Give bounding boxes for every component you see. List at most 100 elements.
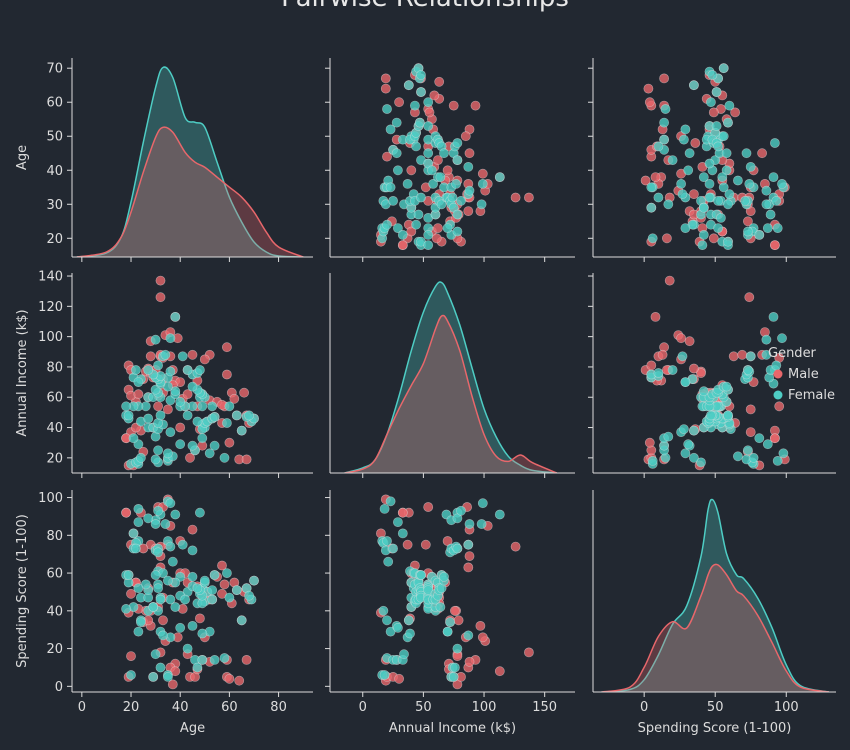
point-female-97 [150,519,161,529]
point-female-97 [761,334,772,345]
y-axis-label-spending-score-1-100: Spending Score (1-100) [15,514,30,668]
point-female-48 [416,570,426,580]
point-female-47 [244,590,254,601]
point-female-38 [413,209,424,220]
point-female-56 [207,401,218,412]
point-female-33 [724,100,735,111]
point-female-87 [165,366,176,377]
point-female-79 [740,195,750,206]
point-female-14 [388,195,398,206]
y-axis-label-age: Age [15,145,30,170]
point-female-43 [414,117,425,128]
point-male-58 [689,189,699,199]
point-male-64 [121,507,131,518]
point-female-96 [464,185,475,196]
point-female-23 [236,615,247,626]
point-male-16 [162,404,173,415]
point-male-10 [524,647,534,658]
point-female-35 [411,141,421,152]
point-female-46 [182,410,193,421]
point-male-10 [664,275,675,286]
point-female-47 [244,410,254,421]
point-male-14 [382,151,392,162]
kde-fill-male-annual-income-k [344,315,557,473]
point-female-22 [165,427,176,437]
point-female-91 [452,155,463,165]
point-female-96 [160,349,171,360]
y-tick-label: 100 [38,491,63,506]
point-male-73 [644,97,655,108]
point-female-71 [170,602,181,612]
point-female-92 [456,195,466,206]
point-female-95 [133,377,144,387]
point-female-21 [399,649,409,660]
point-male-24 [434,76,445,87]
point-male-3 [380,73,391,84]
point-female-51 [423,148,434,159]
point-female-48 [723,410,733,421]
point-female-60 [175,396,186,407]
point-male-30 [448,100,459,111]
point-female-95 [133,626,144,637]
y-tick-label: 20 [46,451,63,466]
point-female-71 [698,172,709,182]
x-tick-label: 60 [221,700,238,715]
point-male-8 [167,679,178,690]
point-female-44 [231,585,242,595]
point-female-55 [423,229,434,240]
point-female-18 [762,223,773,233]
point-male-60 [684,336,695,347]
point-female-14 [743,445,753,456]
point-female-0 [647,233,658,244]
point-female-9 [689,452,699,463]
point-female-94 [677,189,688,199]
point-female-20 [128,433,139,444]
point-female-53 [713,223,723,233]
point-female-58 [197,401,208,412]
x-tick-label: 50 [707,700,724,715]
point-female-83 [653,192,664,203]
kde-fill-male-age [76,127,304,257]
point-male-5 [690,138,701,148]
panel-annual-income-k-vs-age: 20 40 60 80 100 120 140 Annual Income (k$) [15,270,313,478]
point-female-35 [192,416,203,427]
point-female-88 [452,226,463,237]
kde-fill-male-spending-score-1-100 [601,564,829,692]
point-female-97 [761,199,772,210]
point-male-63 [464,551,475,561]
y-tick-label: 70 [46,62,63,77]
point-male-6 [175,422,186,433]
point-male-65 [423,502,434,512]
panels-group: 20 30 40 50 60 70 Age 20 40 60 80 100 120 140 Annual I… [15,58,836,736]
point-male-3 [241,454,252,465]
point-female-57 [423,240,434,250]
point-female-65 [148,602,159,612]
point-female-83 [447,192,458,203]
point-female-30 [197,628,208,639]
point-male-74 [424,107,435,118]
point-male-42 [477,632,488,643]
point-female-94 [677,351,688,362]
point-male-73 [394,97,404,108]
point-male-3 [241,655,252,665]
y-tick-label: 20 [46,232,63,247]
point-female-99 [170,509,181,520]
point-female-93 [177,351,188,362]
point-female-88 [130,543,141,554]
point-female-16 [187,440,198,451]
point-female-63 [199,575,210,586]
y-tick-label: 60 [46,567,63,582]
point-female-15 [209,440,220,451]
point-female-33 [409,100,420,111]
point-female-12 [385,124,396,135]
point-female-72 [150,570,161,580]
point-female-44 [416,87,426,97]
legend-label-male: Male [788,367,819,382]
point-female-56 [207,585,218,595]
point-female-75 [721,148,732,159]
y-tick-label: 140 [38,270,63,285]
point-female-10 [733,175,743,186]
y-tick-label: 20 [46,642,63,657]
point-female-78 [135,617,146,627]
point-female-43 [723,117,733,128]
